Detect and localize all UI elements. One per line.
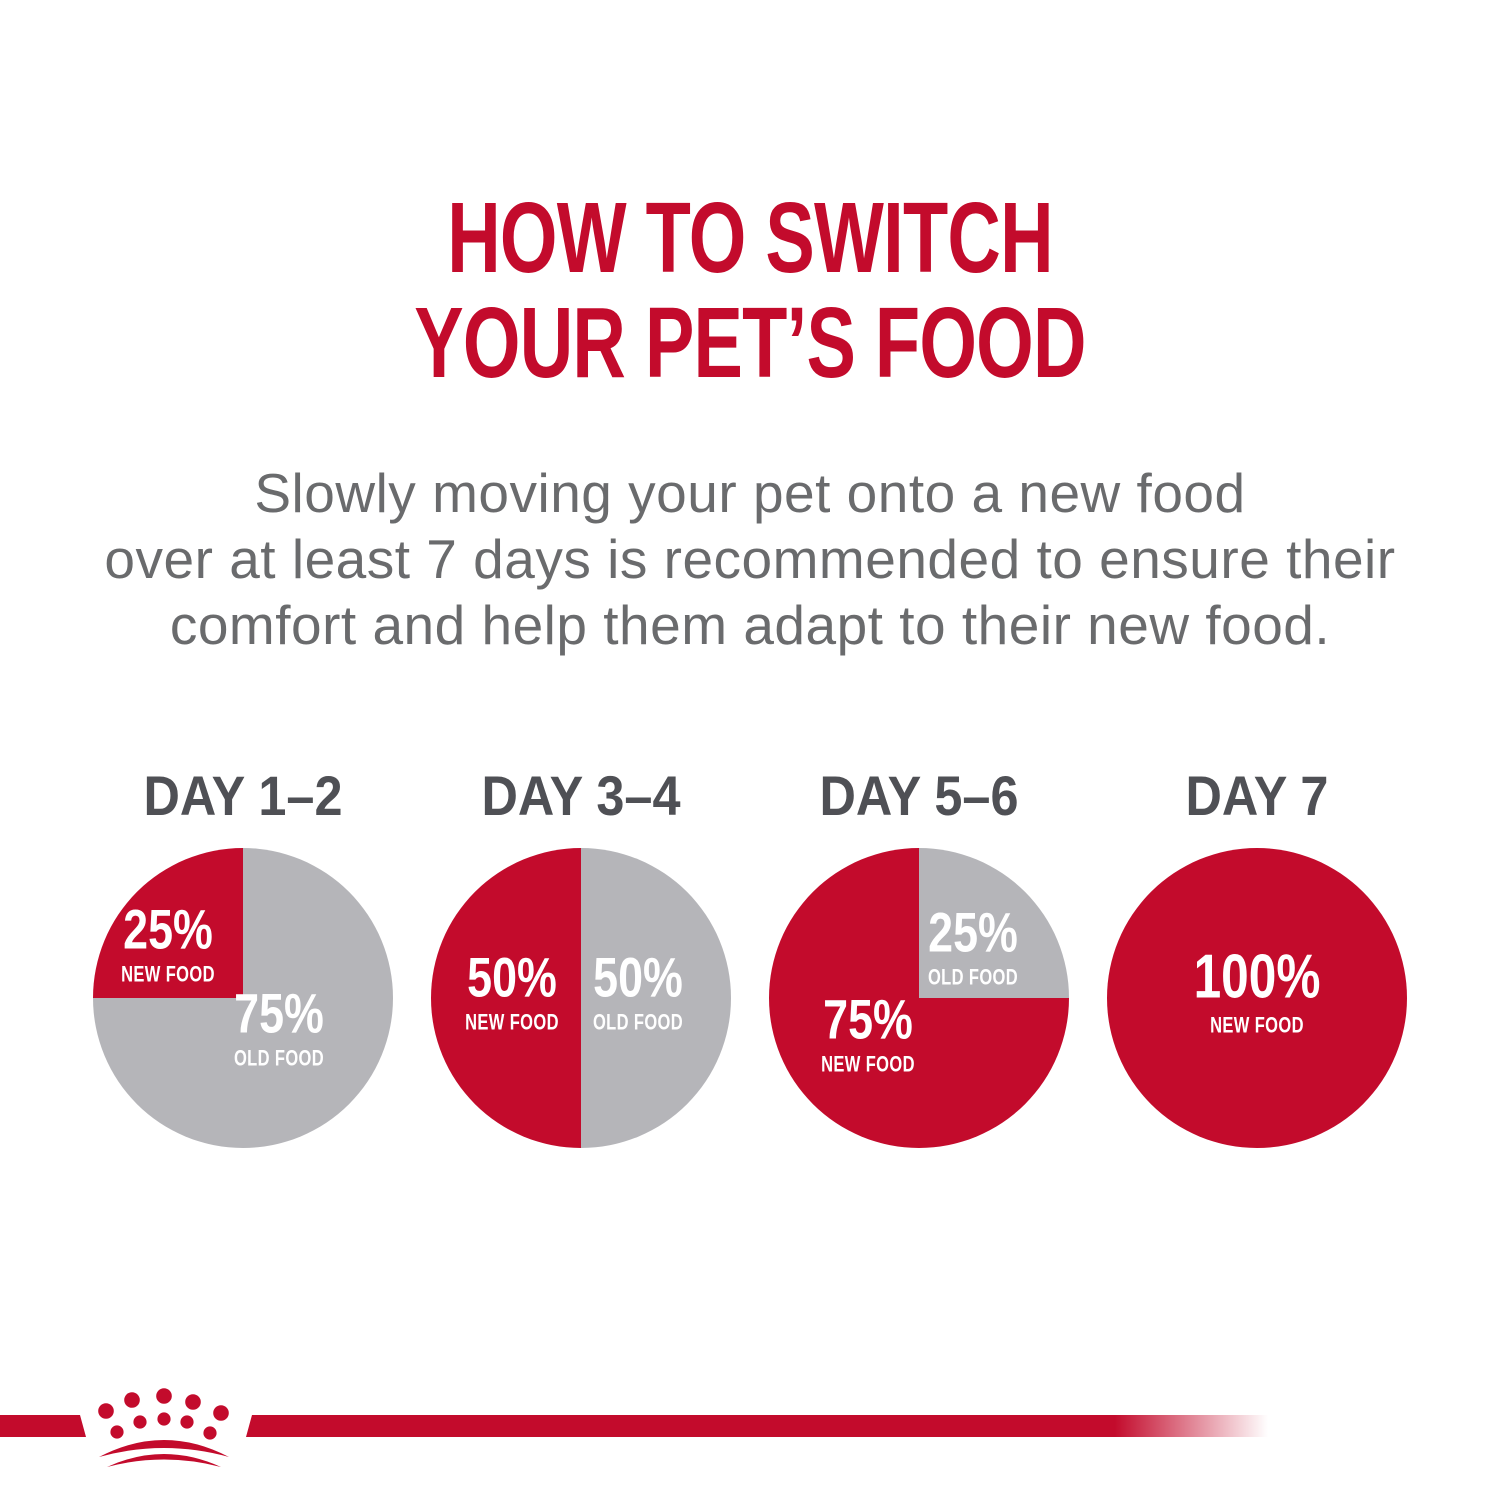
segment-name: NEW FOOD [465,1009,559,1035]
day-label: DAY 1–2 [143,764,343,827]
transition-days-row: DAY 1–2 25% NEW FOOD 75% OLD FOOD DAY 3–… [0,768,1500,1148]
royal-canin-crown-icon [98,1388,229,1467]
segment-name: OLD FOOD [233,1045,325,1071]
title-line-2: YOUR PET’S FOOD [414,287,1086,399]
day-label: DAY 5–6 [819,764,1019,827]
percentage-value: 25% [928,900,1018,964]
percentage-value: 100% [1193,942,1321,1012]
day-label: DAY 3–4 [481,764,681,827]
day-column-7: DAY 7 100% NEW FOOD [1107,768,1407,1148]
title-line-1: HOW TO SWITCH [447,182,1053,294]
pie-chart-day-7: 100% NEW FOOD [1107,848,1407,1148]
day-label: DAY 7 [1185,764,1329,827]
subtitle-line-1: Slowly moving your pet onto a new food [254,462,1246,524]
day-column-1-2: DAY 1–2 25% NEW FOOD 75% OLD FOOD [93,768,393,1148]
percentage-value: 75% [234,981,324,1045]
red-band-right [246,1415,1268,1437]
pie-chart-day-3-4: 50% NEW FOOD 50% OLD FOOD [431,848,731,1148]
pie-chart-day-1-2: 25% NEW FOOD 75% OLD FOOD [93,848,393,1148]
subtitle-line-3: comfort and help them adapt to their new… [169,594,1331,656]
percentage-value: 75% [823,987,913,1051]
pie-segment-label-new-food: 25% NEW FOOD [106,901,231,986]
segment-name: NEW FOOD [121,961,215,987]
percentage-value: 25% [123,897,213,961]
pie-segment-label-old-food: 75% OLD FOOD [219,985,339,1070]
subtitle: Slowly moving your pet onto a new food o… [0,460,1500,658]
percentage-value: 50% [593,945,683,1009]
pie-segment-label-old-food: 25% OLD FOOD [913,904,1033,989]
segment-name: OLD FOOD [592,1009,684,1035]
pie-segment-label-new-food: 75% NEW FOOD [806,991,931,1076]
segment-name: OLD FOOD [927,964,1019,990]
page-title: HOW TO SWITCH YOUR PET’S FOOD [0,186,1500,396]
pie-chart-day-5-6: 25% OLD FOOD 75% NEW FOOD [769,848,1069,1148]
subtitle-line-2: over at least 7 days is recommended to e… [104,528,1396,590]
red-band-left [0,1415,86,1437]
pie-segment-label-new-food: 50% NEW FOOD [450,949,575,1034]
segment-name: NEW FOOD [1210,1012,1304,1038]
percentage-value: 50% [467,945,557,1009]
segment-name: NEW FOOD [821,1051,915,1077]
pie-segment-label-new-food: 100% NEW FOOD [1178,946,1337,1037]
day-column-5-6: DAY 5–6 25% OLD FOOD 75% NEW FOOD [769,768,1069,1148]
day-column-3-4: DAY 3–4 50% NEW FOOD 50% OLD FOOD [431,768,731,1148]
pie-segment-label-old-food: 50% OLD FOOD [578,949,698,1034]
